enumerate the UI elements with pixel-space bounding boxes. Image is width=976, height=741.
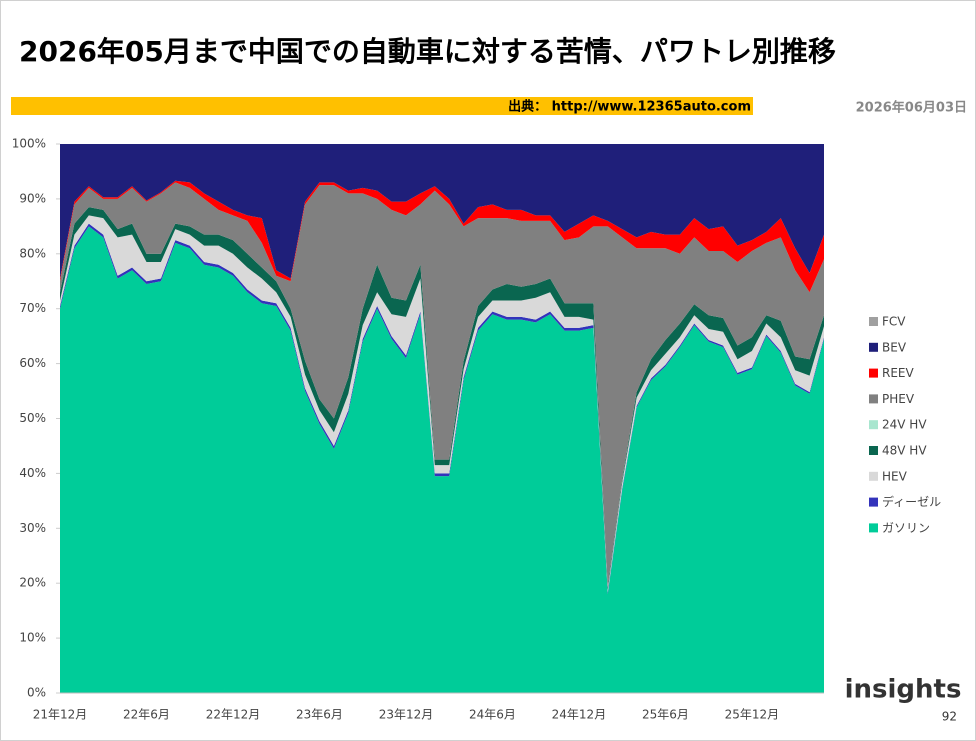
legend-swatch (869, 317, 878, 326)
legend-label: 24V HV (882, 418, 927, 432)
legend-label: REEV (882, 366, 915, 380)
area (60, 215, 824, 593)
legend-swatch (869, 446, 878, 455)
legend-label: PHEV (882, 392, 915, 406)
legend-swatch (869, 523, 878, 533)
area (60, 182, 824, 588)
legend-swatch (869, 420, 878, 430)
x-tick-label: 21年12月 (33, 708, 88, 722)
y-tick-label: 70% (19, 301, 46, 315)
legend-label: 48V HV (882, 444, 927, 458)
x-tick-label: 22年6月 (123, 708, 170, 722)
legend-swatch (869, 497, 878, 507)
date: 2026年06月03日 (856, 100, 967, 116)
area (60, 180, 824, 293)
y-tick-label: 40% (19, 466, 46, 480)
legend-label: ガソリン (882, 521, 930, 535)
x-tick-label: 24年6月 (469, 708, 516, 722)
legend-swatch (869, 471, 878, 481)
legend-label: BEV (882, 340, 907, 354)
legend-swatch (869, 394, 878, 404)
x-tick-label: 23年6月 (296, 708, 343, 722)
y-tick-label: 50% (19, 411, 46, 425)
source: 出典： http://www.12365auto.com (508, 99, 751, 115)
area (60, 144, 824, 279)
y-tick-label: 30% (19, 521, 46, 535)
legend-label: FCV (882, 315, 906, 329)
logo: insights (845, 675, 962, 705)
x-tick-label: 23年12月 (379, 708, 434, 722)
x-tick-label: 25年12月 (725, 708, 780, 722)
x-tick-label: 22年12月 (206, 708, 261, 722)
source-bar (11, 97, 753, 115)
legend-swatch (869, 342, 878, 352)
area (60, 226, 824, 693)
y-tick-label: 10% (19, 631, 46, 645)
y-tick-label: 90% (19, 191, 46, 205)
y-tick-label: 100% (12, 137, 46, 151)
legend-label: ディーゼル (882, 494, 941, 509)
page-number: 92 (942, 710, 957, 724)
x-tick-label: 24年12月 (552, 708, 607, 722)
title-band (1, 1, 975, 83)
y-tick-label: 0% (27, 686, 46, 700)
y-tick-label: 20% (19, 576, 46, 590)
legend-label: HEV (882, 469, 908, 483)
y-tick-label: 60% (19, 356, 46, 370)
x-tick-label: 25年6月 (642, 708, 689, 722)
legend-swatch (869, 368, 878, 378)
y-tick-label: 80% (19, 246, 46, 260)
page-title: 2026年05月まで中国での自動車に対する苦情、パワトレ別推移 (19, 35, 836, 68)
